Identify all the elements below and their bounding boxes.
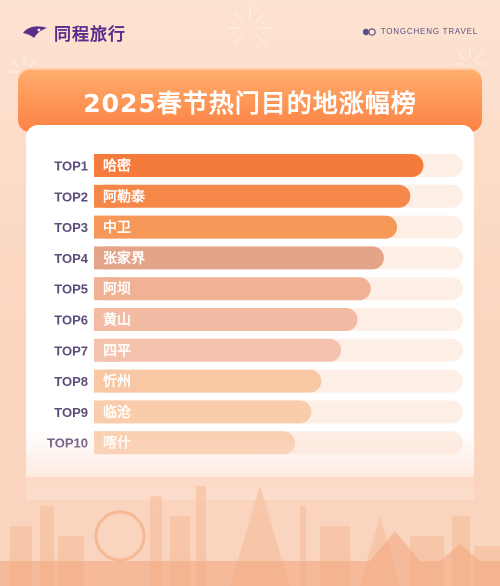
city-skyline-illustration <box>0 486 500 586</box>
bar-square-start <box>94 215 117 239</box>
rank-label: TOP5 <box>54 282 88 297</box>
bar <box>94 369 322 393</box>
destination-label: 哈密 <box>103 158 131 175</box>
bar-square-start <box>94 400 117 424</box>
brand-name: 同程旅行 <box>54 25 126 45</box>
title-banner <box>18 68 482 132</box>
rank-label: TOP4 <box>54 251 88 266</box>
bar <box>94 215 398 239</box>
bar-square-start <box>94 184 117 208</box>
destination-label: 忻州 <box>103 373 131 390</box>
destination-label: 临沧 <box>103 404 132 421</box>
brand-dots-icon <box>362 27 376 36</box>
bar <box>94 246 384 270</box>
bar <box>94 154 424 177</box>
brand-en: TONGCHENG TRAVEL <box>362 27 478 36</box>
destination-label: 阿勒泰 <box>103 188 146 205</box>
destination-label: 张家界 <box>103 250 146 267</box>
bar <box>94 277 371 301</box>
rank-label: TOP7 <box>54 343 88 358</box>
destination-label: 四平 <box>103 343 131 359</box>
bar-square-start <box>94 154 117 177</box>
bar-square-start <box>94 246 117 270</box>
bar-square-start <box>94 277 117 301</box>
bar <box>94 308 358 331</box>
rank-label: TOP8 <box>54 374 88 389</box>
destination-label: 中卫 <box>103 219 131 236</box>
bar <box>94 184 411 208</box>
bar-square-start <box>94 308 117 331</box>
bar-square-start <box>94 338 117 362</box>
destination-label: 黄山 <box>103 312 131 329</box>
rank-label: TOP9 <box>54 405 88 420</box>
brand-en-text: TONGCHENG TRAVEL <box>380 27 478 36</box>
bar <box>94 400 312 424</box>
destination-label: 阿坝 <box>103 282 131 298</box>
tongcheng-bird-logo-icon <box>23 25 47 38</box>
rank-label: TOP6 <box>54 313 88 328</box>
rank-label: TOP3 <box>54 220 88 235</box>
rank-label: TOP2 <box>54 189 88 204</box>
rank-label: TOP1 <box>54 159 88 174</box>
bar-square-start <box>94 369 117 393</box>
bar <box>94 338 342 362</box>
brand: 同程旅行 <box>22 20 126 45</box>
card-fade <box>26 430 474 500</box>
chart-title: 2025春节热门目的地涨幅榜 <box>83 89 417 118</box>
